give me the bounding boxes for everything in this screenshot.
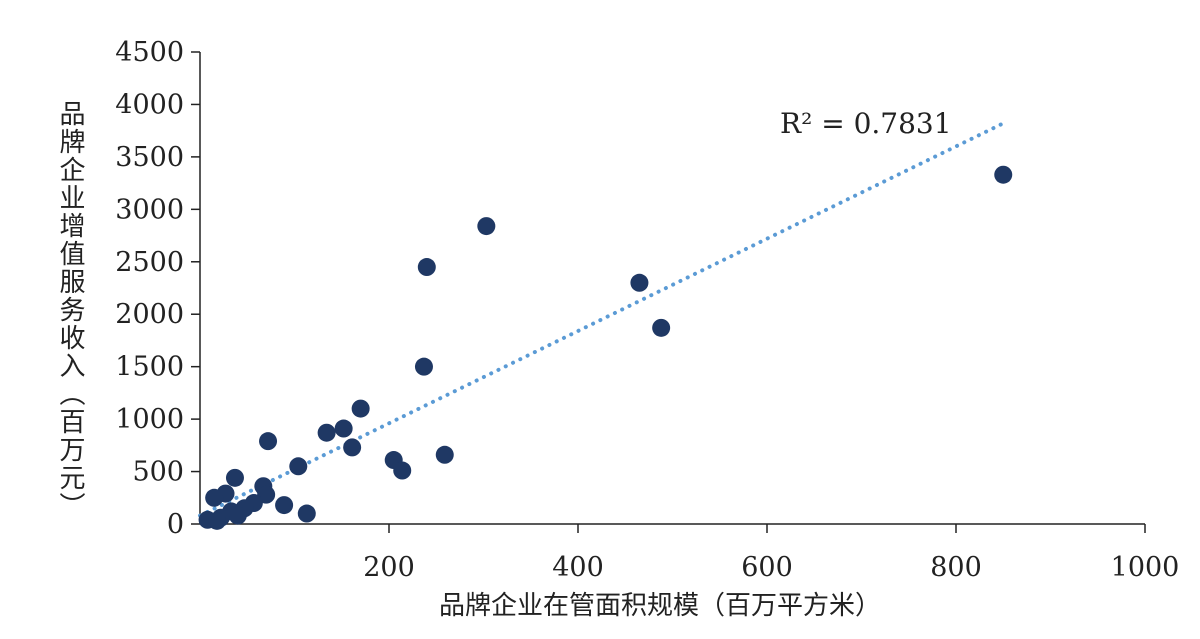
data-point — [652, 318, 671, 337]
data-point — [275, 496, 294, 515]
data-point — [208, 511, 227, 530]
data-point — [435, 445, 454, 464]
y-tick-label: 500 — [132, 457, 184, 488]
x-tick-label: 400 — [552, 552, 604, 583]
y-tick-label: 4500 — [115, 37, 184, 68]
x-tick-label: 600 — [741, 552, 793, 583]
x-tick-label: 800 — [930, 552, 982, 583]
data-point — [351, 399, 370, 418]
data-point — [343, 438, 362, 457]
y-tick-label: 2500 — [115, 247, 184, 278]
data-point — [317, 423, 336, 442]
r-squared-annotation: R² = 0.7831 — [780, 107, 952, 140]
y-tick-label: 1000 — [115, 404, 184, 435]
data-point — [414, 357, 433, 376]
data-point — [228, 506, 247, 525]
data-point — [259, 432, 278, 451]
data-point — [289, 457, 308, 476]
data-point — [205, 488, 224, 507]
y-tick-label: 3000 — [115, 194, 184, 225]
trendline-group — [198, 121, 1006, 518]
points-group — [198, 165, 1013, 530]
y-tick-label: 4000 — [115, 89, 184, 120]
y-tick-label: 1500 — [115, 352, 184, 383]
data-point — [334, 419, 353, 438]
y-tick-label: 3500 — [115, 142, 184, 173]
data-point — [994, 165, 1013, 184]
x-tick-label: 1000 — [1111, 552, 1180, 583]
data-point — [393, 461, 412, 480]
x-tick-label: 200 — [363, 552, 415, 583]
y-axis-title: 品牌企业增值服务收入（百万元） — [55, 100, 85, 520]
x-axis-title: 品牌企业在管面积规模（百万平方米） — [439, 591, 881, 621]
axes: 0 500 1000 1500 2000 2500 3000 3500 4000 4500 200 4… — [115, 37, 1179, 583]
data-point — [630, 273, 649, 292]
y-tick-label: 2000 — [115, 299, 184, 330]
data-point — [225, 468, 244, 487]
data-point — [477, 217, 496, 236]
data-point — [417, 258, 436, 277]
data-point — [297, 504, 316, 523]
y-tick-label: 0 — [167, 509, 184, 540]
trendline — [198, 121, 1006, 518]
